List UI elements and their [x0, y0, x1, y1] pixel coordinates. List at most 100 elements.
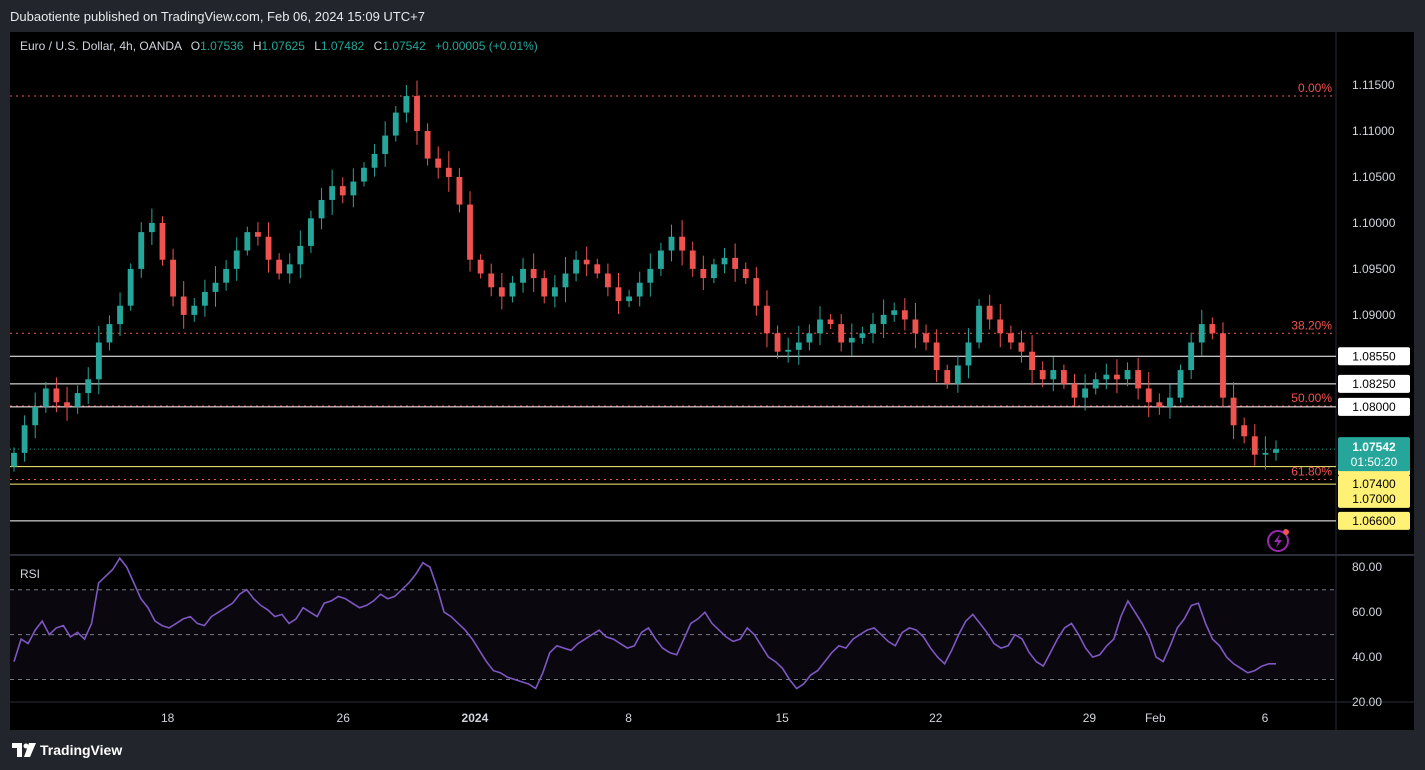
- candle-body[interactable]: [201, 291, 208, 306]
- candle-body[interactable]: [414, 96, 420, 131]
- candle-body[interactable]: [85, 379, 92, 394]
- candle-body[interactable]: [1018, 342, 1025, 352]
- level-price-tag[interactable]: [1338, 511, 1410, 530]
- candle-body[interactable]: [424, 130, 431, 159]
- candle-body[interactable]: [700, 268, 707, 279]
- candle-body[interactable]: [339, 186, 346, 196]
- candle-body[interactable]: [1156, 402, 1163, 407]
- candle-body[interactable]: [626, 296, 633, 302]
- candle-body[interactable]: [551, 287, 558, 297]
- candle-body[interactable]: [944, 370, 951, 384]
- candle-body[interactable]: [954, 365, 961, 384]
- candle-body[interactable]: [42, 388, 49, 407]
- rsi-title[interactable]: RSI: [20, 567, 41, 581]
- candle-body[interactable]: [308, 218, 314, 246]
- candle-body[interactable]: [170, 259, 176, 297]
- last-price-tag[interactable]: [1338, 437, 1410, 472]
- candle-body[interactable]: [1262, 452, 1269, 455]
- candle-body[interactable]: [117, 305, 123, 325]
- candle-body[interactable]: [636, 282, 643, 297]
- candle-body[interactable]: [477, 259, 484, 274]
- candle-body[interactable]: [1209, 324, 1216, 334]
- candle-body[interactable]: [403, 96, 410, 113]
- candle-body[interactable]: [774, 333, 781, 352]
- candle-body[interactable]: [848, 337, 855, 343]
- candle-body[interactable]: [764, 305, 770, 334]
- level-price-tag[interactable]: [1338, 475, 1410, 494]
- candle-body[interactable]: [806, 333, 813, 343]
- candle-body[interactable]: [435, 158, 442, 168]
- candle-body[interactable]: [1135, 370, 1142, 389]
- candle-body[interactable]: [1124, 370, 1131, 380]
- candle-body[interactable]: [456, 176, 463, 205]
- candle-body[interactable]: [488, 273, 495, 288]
- candle-body[interactable]: [520, 268, 526, 283]
- candle-body[interactable]: [445, 167, 452, 177]
- candle-body[interactable]: [1050, 370, 1057, 380]
- candle-body[interactable]: [976, 305, 982, 343]
- candle-body[interactable]: [901, 310, 908, 320]
- candle-body[interactable]: [318, 199, 325, 219]
- candle-body[interactable]: [615, 287, 622, 302]
- candle-body[interactable]: [106, 324, 113, 343]
- level-price-tag[interactable]: [1338, 489, 1410, 508]
- candle-body[interactable]: [583, 259, 590, 265]
- candle-body[interactable]: [679, 236, 686, 251]
- candle-body[interactable]: [742, 268, 749, 279]
- chart-frame[interactable]: 0.00% 38.20% 50.00% 61.80% 1.11500 1.11000 1.1…: [10, 32, 1414, 730]
- candle-body[interactable]: [32, 406, 39, 426]
- candle-body[interactable]: [541, 278, 548, 297]
- candle-body[interactable]: [382, 135, 389, 154]
- candle-body[interactable]: [148, 222, 155, 233]
- candle-body[interactable]: [1198, 324, 1205, 343]
- candle-body[interactable]: [604, 273, 611, 288]
- candle-body[interactable]: [297, 245, 304, 265]
- candle-body[interactable]: [254, 232, 261, 237]
- candle-body[interactable]: [1251, 436, 1258, 455]
- candle-body[interactable]: [795, 342, 802, 350]
- candle-body[interactable]: [657, 250, 664, 269]
- candle-body[interactable]: [721, 257, 728, 265]
- candle-body[interactable]: [1145, 388, 1152, 403]
- candle-body[interactable]: [530, 268, 537, 279]
- candle-body[interactable]: [74, 393, 81, 407]
- candle-body[interactable]: [138, 232, 145, 269]
- candle-body[interactable]: [53, 388, 60, 403]
- candle-body[interactable]: [329, 186, 336, 200]
- candle-body[interactable]: [223, 268, 230, 283]
- candle-body[interactable]: [891, 310, 898, 315]
- candle-body[interactable]: [1092, 379, 1099, 389]
- candle-body[interactable]: [965, 342, 972, 366]
- candle-body[interactable]: [392, 112, 399, 136]
- symbol-title[interactable]: Euro / U.S. Dollar, 4h, OANDA: [20, 39, 182, 53]
- candle-body[interactable]: [276, 259, 283, 274]
- candle-body[interactable]: [265, 236, 272, 260]
- candle-body[interactable]: [668, 236, 675, 251]
- candle-body[interactable]: [1029, 351, 1036, 371]
- candle-body[interactable]: [562, 273, 569, 288]
- candle-body[interactable]: [11, 452, 17, 467]
- candle-body[interactable]: [1220, 333, 1226, 398]
- candle-body[interactable]: [64, 402, 70, 407]
- candle-body[interactable]: [859, 333, 866, 338]
- candle-body[interactable]: [711, 264, 717, 279]
- candle-body[interactable]: [785, 349, 792, 352]
- candle-body[interactable]: [1177, 370, 1184, 398]
- candle-body[interactable]: [244, 232, 251, 251]
- candle-body[interactable]: [498, 287, 505, 297]
- candle-body[interactable]: [95, 342, 102, 380]
- candle-body[interactable]: [1167, 397, 1173, 407]
- candle-body[interactable]: [1241, 425, 1248, 437]
- candle-body[interactable]: [1103, 374, 1110, 380]
- candle-body[interactable]: [127, 268, 134, 306]
- tradingview-logo[interactable]: TradingView: [12, 742, 122, 758]
- candle-body[interactable]: [191, 305, 198, 315]
- candle-body[interactable]: [361, 167, 367, 182]
- candle-body[interactable]: [1273, 449, 1279, 453]
- lightning-icon[interactable]: [1267, 530, 1289, 552]
- candle-body[interactable]: [1039, 370, 1046, 380]
- candle-body[interactable]: [1230, 397, 1237, 426]
- candle-body[interactable]: [371, 153, 378, 168]
- candle-body[interactable]: [912, 319, 919, 334]
- candle-body[interactable]: [923, 333, 929, 343]
